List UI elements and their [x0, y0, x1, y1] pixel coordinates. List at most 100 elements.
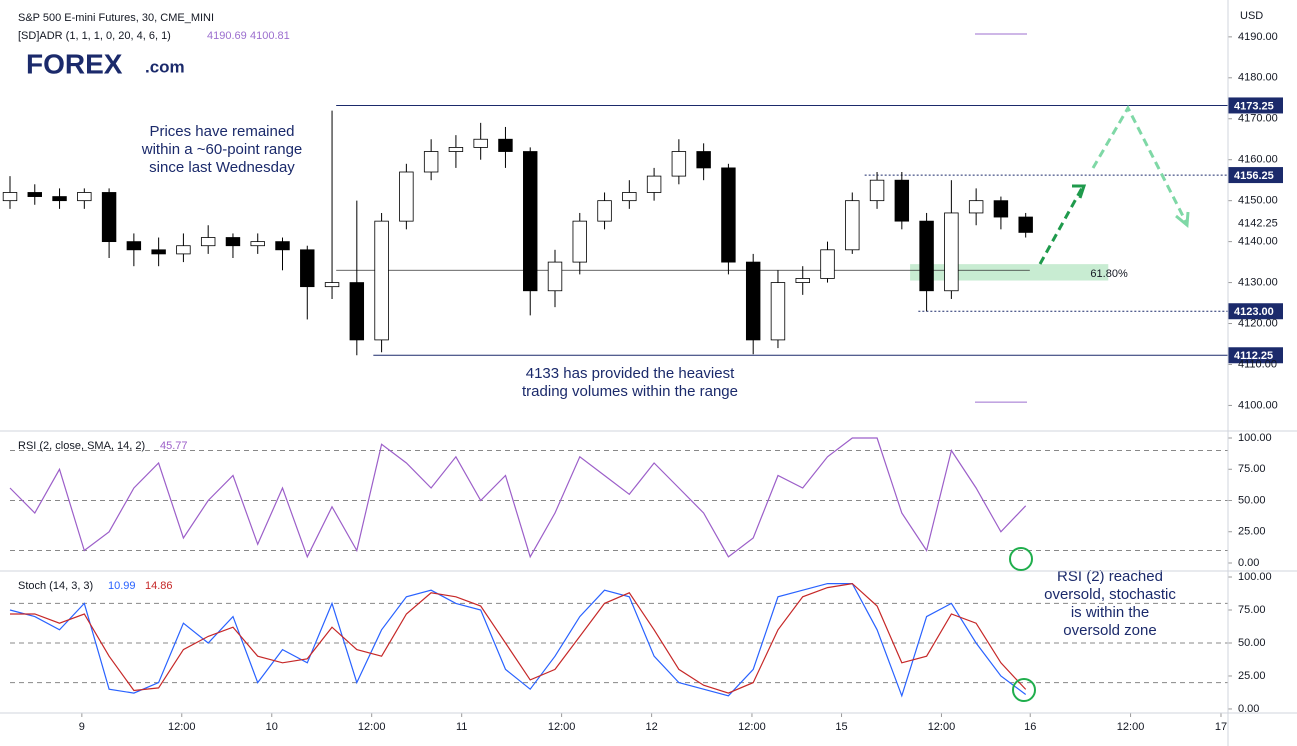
candle-body	[745, 261, 761, 341]
y-tick-label: 0.00	[1238, 703, 1259, 715]
marks-layer	[2, 33, 1283, 698]
candle-body	[473, 138, 488, 148]
candle-body	[126, 241, 142, 251]
arrow-head	[1175, 211, 1190, 228]
x-tick-label: 12:00	[168, 721, 196, 733]
candle-body	[151, 249, 166, 255]
candle-body	[324, 282, 340, 288]
highlight-circle	[1009, 547, 1033, 571]
candle-body	[622, 192, 637, 202]
y-tick-label: 50.00	[1238, 494, 1266, 506]
candle-body	[200, 237, 216, 247]
x-tick-label: 17	[1215, 721, 1227, 733]
rsi-value: 45.77	[160, 440, 188, 452]
candle-body	[845, 200, 860, 251]
y-tick-label: 4170.00	[1238, 113, 1278, 125]
zone-label: 61.80%	[1090, 268, 1128, 280]
candle-body	[919, 220, 934, 292]
x-tick-label: 12:00	[1117, 721, 1145, 733]
level-label-box	[1228, 347, 1283, 364]
currency: USD	[1240, 10, 1263, 22]
candle-body	[671, 151, 687, 177]
arrow	[1038, 187, 1084, 265]
candle-body	[696, 151, 711, 169]
y-tick-label: 75.00	[1238, 463, 1266, 475]
annotation: oversold zone	[1063, 622, 1156, 639]
candle-body	[894, 179, 910, 222]
annotation: since last Wednesday	[149, 159, 295, 176]
candle-body	[2, 192, 18, 202]
level-label: 4123.00	[1234, 306, 1274, 318]
last-price: 4142.25	[1238, 217, 1278, 229]
candle-body	[448, 147, 464, 152]
candle-body	[27, 192, 42, 197]
logo-suffix: .com	[145, 57, 185, 76]
candle-body	[275, 241, 290, 251]
annotation: Prices have remained	[149, 123, 294, 140]
x-tick-label: 9	[79, 721, 85, 733]
series-line	[9, 437, 1027, 559]
candle-body	[1018, 216, 1033, 233]
stoch-d-value: 14.86	[145, 580, 173, 592]
y-tick-label: 50.00	[1238, 637, 1266, 649]
candle-body	[547, 261, 563, 292]
x-tick-label: 10	[266, 721, 278, 733]
stoch-title: Stoch (14, 3, 3)	[18, 580, 93, 592]
candle-body	[721, 167, 736, 263]
x-tick-label: 12:00	[548, 721, 576, 733]
arrow-head	[1072, 184, 1087, 199]
candle-body	[176, 245, 191, 255]
annotation: within a ~60-point range	[141, 141, 303, 158]
candle-body	[572, 220, 587, 263]
candle-body	[795, 278, 810, 283]
candle-body	[77, 192, 92, 202]
candle-body	[423, 151, 439, 173]
stoch-k-value: 10.99	[108, 580, 136, 592]
level-label-box	[1228, 303, 1283, 320]
candle-body	[225, 237, 241, 247]
rsi-title: RSI (2, close, SMA, 14, 2)	[18, 440, 145, 452]
labels-layer: 9 12:00 10 12:00 11 12:00 12 12:00 15 12:00 16 12:0…	[79, 31, 1278, 733]
x-tick-label: 11	[456, 721, 467, 733]
x-tick-label: 12:00	[738, 721, 766, 733]
arrow	[1091, 104, 1188, 223]
candle-body	[498, 138, 513, 152]
indicator-name: [SD]ADR (1, 1, 1, 0, 20, 4, 6, 1)	[18, 30, 171, 42]
y-tick-label: 0.00	[1238, 557, 1259, 569]
zone	[910, 264, 1109, 281]
candle-body	[52, 196, 67, 202]
y-tick-label: 4110.00	[1238, 358, 1277, 370]
y-tick-label: 4120.00	[1238, 317, 1278, 329]
y-tick-label: 100.00	[1238, 571, 1272, 583]
candle-body	[523, 151, 538, 292]
candle-body	[770, 282, 786, 341]
chart-title: S&P 500 E-mini Futures, 30, CME_MINI	[18, 12, 214, 24]
annotation: RSI (2) reached	[1057, 568, 1163, 585]
candle-body	[820, 249, 835, 279]
candle-body	[597, 200, 612, 222]
annotation: trading volumes within the range	[522, 383, 738, 400]
annotation: 4133 has provided the heaviest	[526, 365, 735, 382]
y-tick-label: 4150.00	[1238, 195, 1278, 207]
y-tick-label: 100.00	[1238, 432, 1272, 444]
level-label-box	[1228, 97, 1283, 114]
level-label-box	[1228, 167, 1283, 184]
y-tick-label: 4100.00	[1238, 399, 1278, 411]
y-tick-label: 75.00	[1238, 604, 1266, 616]
y-tick-label: 4130.00	[1238, 276, 1278, 288]
annotation: is within the	[1071, 604, 1149, 621]
candle-body	[869, 179, 885, 202]
grid-layer	[10, 36, 1232, 717]
annotation: oversold, stochastic	[1044, 586, 1176, 603]
y-tick-label: 4180.00	[1238, 72, 1278, 84]
level-label: 4173.25	[1234, 100, 1274, 112]
indicator-value: 4190.69	[207, 30, 247, 42]
level-label: 4156.25	[1234, 170, 1274, 182]
x-tick-label: 16	[1024, 721, 1036, 733]
logo: FOREX	[26, 48, 123, 79]
candle-body	[349, 282, 365, 341]
highlight-circle	[1012, 678, 1036, 702]
y-tick-label: 4160.00	[1238, 154, 1278, 166]
candle-body	[250, 241, 265, 247]
